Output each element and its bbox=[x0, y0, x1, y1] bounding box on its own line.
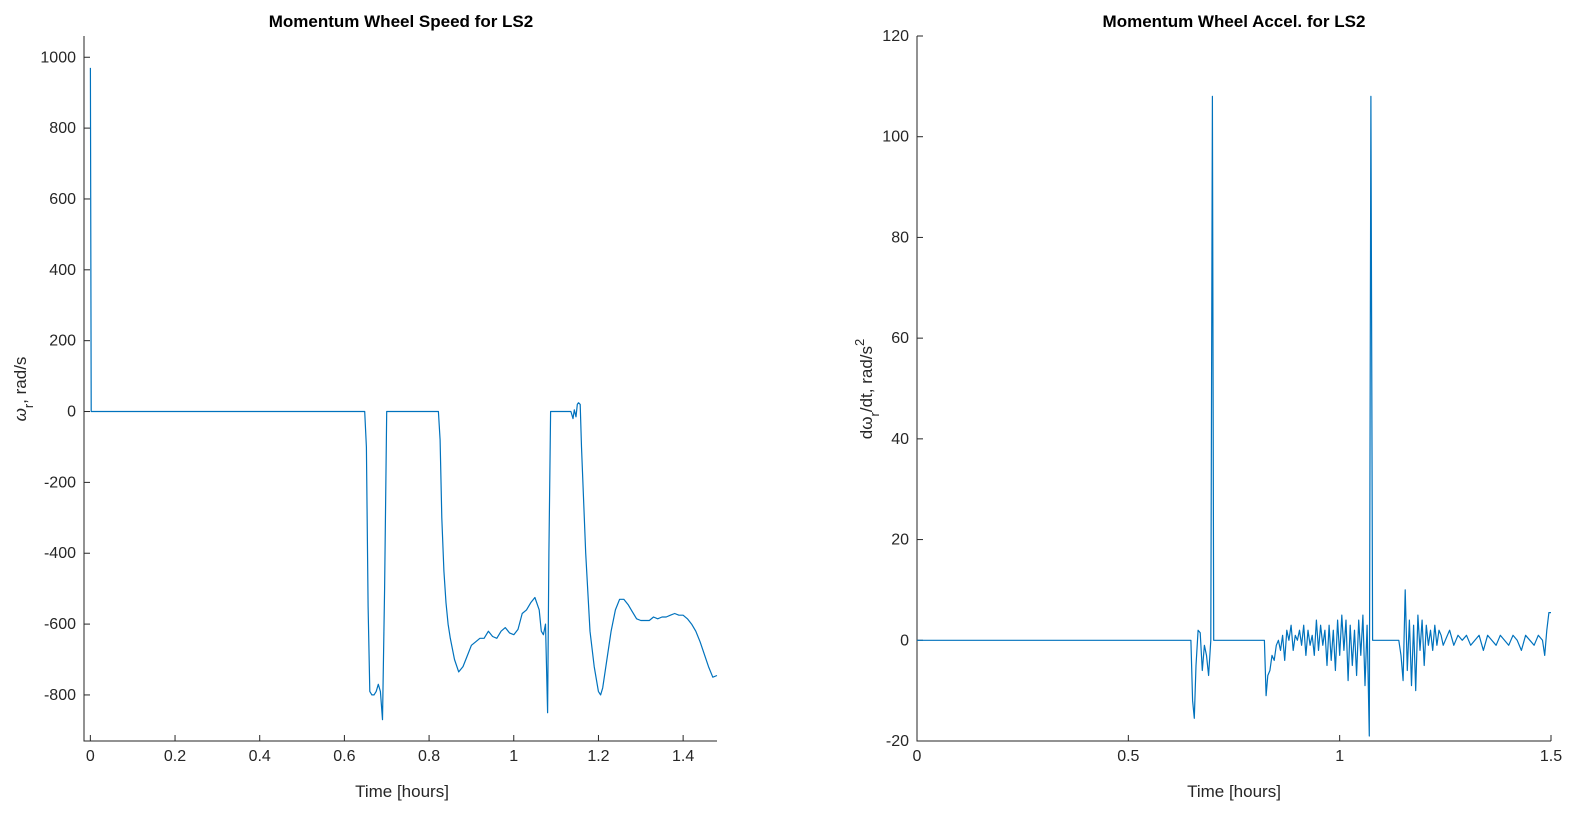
speed-chart-xlabel: Time [hours] bbox=[355, 782, 449, 801]
speed-chart-title: Momentum Wheel Speed for LS2 bbox=[269, 12, 533, 31]
speed-xtick-label: 0 bbox=[86, 748, 95, 765]
accel-xtick-label: 1 bbox=[1335, 748, 1344, 765]
speed-ytick-label: -400 bbox=[44, 545, 76, 562]
accel-chart: Momentum Wheel Accel. for LS2 Time [hour… bbox=[852, 12, 1562, 801]
speed-ytick-label: -200 bbox=[44, 474, 76, 491]
speed-ylabel-main: ω bbox=[11, 408, 30, 421]
speed-chart: Momentum Wheel Speed for LS2 Time [hours… bbox=[11, 12, 718, 801]
speed-ytick-label: 200 bbox=[49, 333, 76, 350]
speed-chart-ticks: 0 0.2 0.4 0.6 0.8 1 1.2 1.4 -800 -600 -400 -200 0 200… bbox=[40, 49, 694, 765]
accel-ytick-label: 80 bbox=[891, 229, 909, 246]
accel-ytick-label: 120 bbox=[882, 28, 909, 45]
speed-xtick-label: 0.2 bbox=[164, 748, 186, 765]
speed-ytick-label: 800 bbox=[49, 120, 76, 137]
speed-ytick-label: -600 bbox=[44, 616, 76, 633]
accel-chart-axes bbox=[916, 36, 1551, 742]
speed-ylabel-rest: , rad/s bbox=[11, 357, 30, 404]
speed-xtick-label: 0.8 bbox=[418, 748, 440, 765]
speed-series-line bbox=[89, 67, 718, 721]
speed-ytick-label: 0 bbox=[67, 404, 76, 421]
accel-ytick-label: -20 bbox=[886, 733, 909, 750]
accel-chart-ylabel: dωr/dt, rad/s2 bbox=[852, 339, 882, 439]
speed-xtick-label: 1.4 bbox=[672, 748, 694, 765]
accel-ytick-label: 100 bbox=[882, 129, 909, 146]
accel-ylabel-sup: 2 bbox=[852, 339, 867, 346]
accel-ytick-label: 20 bbox=[891, 532, 909, 549]
accel-xtick-label: 1.5 bbox=[1540, 748, 1562, 765]
accel-chart-xlabel: Time [hours] bbox=[1187, 782, 1281, 801]
speed-chart-ylabel: ωr, rad/s bbox=[11, 357, 36, 422]
speed-xtick-label: 1.2 bbox=[587, 748, 609, 765]
accel-chart-title: Momentum Wheel Accel. for LS2 bbox=[1103, 12, 1366, 31]
accel-series-line bbox=[917, 95, 1551, 737]
speed-ytick-label: -800 bbox=[44, 687, 76, 704]
speed-ytick-label: 600 bbox=[49, 191, 76, 208]
speed-ylabel-sub: r bbox=[21, 403, 36, 408]
speed-ytick-label: 400 bbox=[49, 262, 76, 279]
accel-ytick-label: 40 bbox=[891, 431, 909, 448]
speed-chart-axes bbox=[83, 36, 717, 742]
speed-xtick-label: 0.4 bbox=[249, 748, 271, 765]
accel-xtick-label: 0.5 bbox=[1117, 748, 1139, 765]
speed-ytick-label: 1000 bbox=[40, 49, 76, 66]
accel-ytick-label: 0 bbox=[900, 632, 909, 649]
accel-ylabel-sub: r bbox=[867, 411, 882, 416]
speed-xtick-label: 1 bbox=[509, 748, 518, 765]
accel-ytick-label: 60 bbox=[891, 330, 909, 347]
accel-xtick-label: 0 bbox=[913, 748, 922, 765]
accel-ylabel-rest: /dt, rad/s bbox=[857, 346, 876, 412]
speed-xtick-label: 0.6 bbox=[333, 748, 355, 765]
accel-ylabel-main: dω bbox=[857, 416, 876, 439]
